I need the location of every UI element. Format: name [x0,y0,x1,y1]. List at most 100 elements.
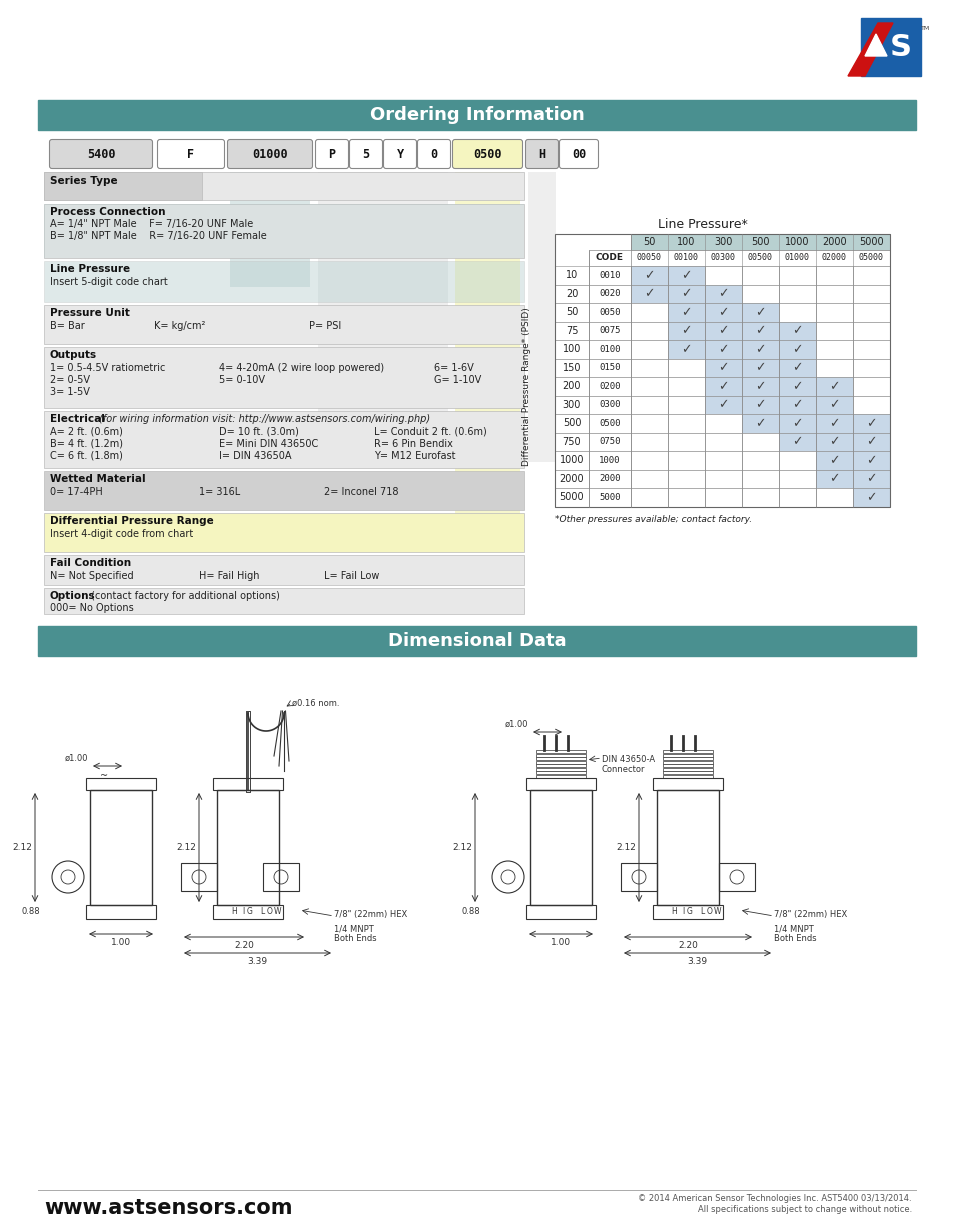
Text: *Other pressures available; contact factory.: *Other pressures available; contact fact… [555,514,751,524]
Bar [555,413,588,432]
Text: ✓: ✓ [791,342,801,356]
Text: L: L [700,908,703,917]
Text: B= 4 ft. (1.2m): B= 4 ft. (1.2m) [50,439,123,449]
Text: ✓: ✓ [718,361,728,374]
Bar [704,452,741,470]
Bar [630,432,667,452]
Text: 5400: 5400 [87,147,115,161]
Text: P= PSI: P= PSI [309,321,341,331]
Bar [527,172,556,463]
Text: (for wiring information visit: http://www.astsensors.com/wiring.php): (for wiring information visit: http://ww… [96,413,430,425]
Text: 2= Inconel 718: 2= Inconel 718 [324,487,398,497]
Text: C= 6 ft. (1.8m): C= 6 ft. (1.8m) [50,452,123,461]
Text: Fail Condition: Fail Condition [50,558,131,568]
Bar [815,413,852,432]
Text: 20: 20 [565,288,578,298]
Bar [536,768,585,771]
Bar [815,377,852,395]
Bar [852,377,889,395]
Text: 75: 75 [565,325,578,336]
Text: ✓: ✓ [755,342,765,356]
Text: 0: 0 [430,147,437,161]
Bar [44,306,523,344]
Text: B= Bar: B= Bar [50,321,85,331]
Bar [779,470,815,488]
Bar [630,234,889,250]
Bar [555,303,588,321]
Text: ✓: ✓ [865,436,876,448]
Text: ✓: ✓ [791,399,801,411]
Bar [667,266,704,285]
Bar [620,863,657,891]
Text: H: H [537,147,545,161]
Bar [652,906,722,919]
Text: 1/4 MNPT
Both Ends: 1/4 MNPT Both Ends [773,924,816,944]
Text: 2.20: 2.20 [678,941,698,950]
Bar [630,303,667,321]
Text: ✓: ✓ [828,436,839,448]
Text: D= 10 ft. (3.0m): D= 10 ft. (3.0m) [219,427,298,437]
FancyBboxPatch shape [349,140,382,168]
Bar [741,413,779,432]
Text: 0500: 0500 [473,147,501,161]
Text: ✓: ✓ [643,287,654,301]
Bar [630,488,667,507]
Text: 2000: 2000 [598,475,620,483]
Bar [815,432,852,452]
Text: A= 2 ft. (0.6m): A= 2 ft. (0.6m) [50,427,123,437]
Bar [662,750,712,753]
Text: 7/8" (22mm) HEX: 7/8" (22mm) HEX [334,910,407,919]
Text: 1.00: 1.00 [111,937,131,947]
Bar [216,790,278,906]
Bar [852,321,889,340]
Bar [44,588,523,614]
Text: 0010: 0010 [598,271,620,280]
Bar [181,863,216,891]
Text: H= Fail High: H= Fail High [199,571,259,582]
Text: ✓: ✓ [791,361,801,374]
Bar [44,471,523,510]
Text: 2000: 2000 [821,237,846,247]
Bar [741,470,779,488]
Text: 100: 100 [677,237,695,247]
Bar [662,757,712,760]
Text: P: P [328,147,335,161]
Text: Line Pressure: Line Pressure [50,264,130,274]
Bar [662,768,712,771]
FancyBboxPatch shape [525,140,558,168]
Text: Options: Options [50,591,95,601]
Text: 0150: 0150 [598,363,620,372]
Polygon shape [864,34,886,56]
Text: 01000: 01000 [784,254,809,263]
Text: 5: 5 [362,147,369,161]
Bar [525,778,596,790]
Bar [662,761,712,763]
Bar [588,413,630,432]
Bar [588,432,630,452]
Bar [588,452,630,470]
Text: Pressure Unit: Pressure Unit [50,308,130,318]
Bar [741,266,779,285]
Bar [652,778,722,790]
Bar [667,470,704,488]
Bar [704,303,741,321]
Bar [38,99,915,130]
Text: 10: 10 [565,270,578,280]
Text: 2.12: 2.12 [452,843,472,852]
Bar [815,488,852,507]
Text: © 2014 American Sensor Technologies Inc. AST5400 03/13/2014.
All specifications : © 2014 American Sensor Technologies Inc.… [638,1194,911,1214]
Bar [852,303,889,321]
Text: 000= No Options: 000= No Options [50,602,133,614]
Bar [741,358,779,377]
Bar [317,172,448,463]
Text: 5000: 5000 [559,492,583,502]
FancyBboxPatch shape [383,140,416,168]
Bar [588,470,630,488]
Text: 1000: 1000 [559,455,583,465]
Bar [555,452,588,470]
Bar [741,488,779,507]
Text: I= DIN 43650A: I= DIN 43650A [219,452,292,461]
Bar [852,285,889,303]
Text: ✓: ✓ [718,287,728,301]
Bar [555,285,588,303]
